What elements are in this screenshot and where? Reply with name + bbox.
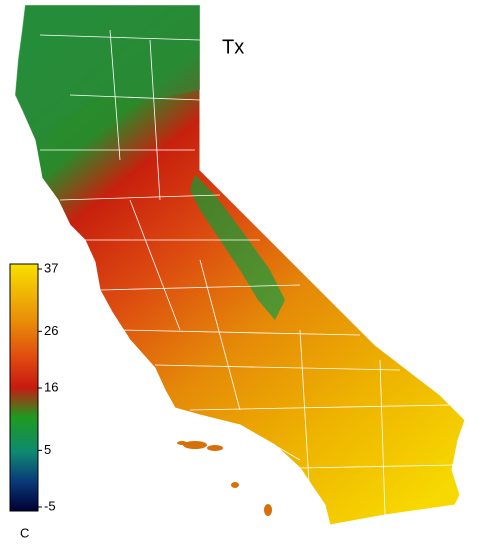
colorbar-tick-label: 16 xyxy=(44,379,58,394)
colorbar-tick-label: 26 xyxy=(44,323,58,338)
islands xyxy=(177,441,272,516)
colorbar-scale xyxy=(9,263,39,512)
sierra-band xyxy=(190,175,285,320)
colorbar-tick-label: 37 xyxy=(44,260,58,275)
colorbar: -5 5 16 26 37 xyxy=(9,260,58,513)
county-lines xyxy=(39,29,456,516)
california-map xyxy=(14,4,466,526)
map-title: Tx xyxy=(222,36,244,58)
north-coast-band xyxy=(15,5,200,150)
colorbar-unit: C xyxy=(20,525,29,540)
colorbar-tick-label: -5 xyxy=(44,498,56,513)
colorbar-tick-label: 5 xyxy=(44,442,51,457)
